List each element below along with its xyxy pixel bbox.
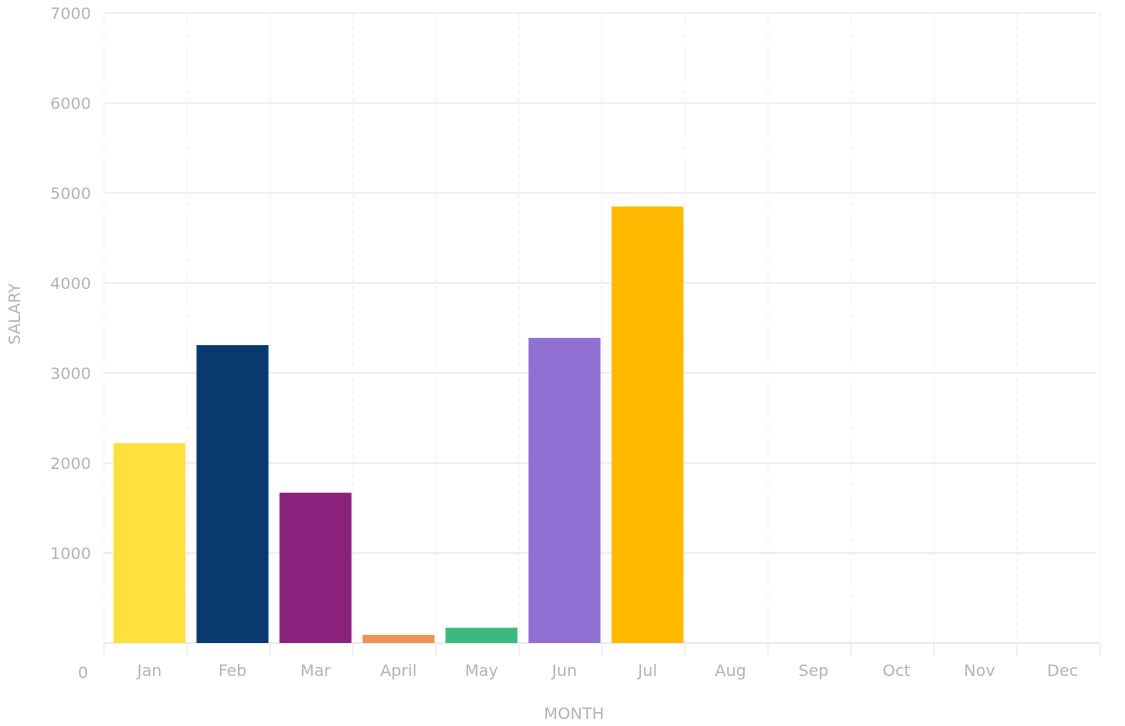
y-tick-label: 2000 [50, 454, 91, 473]
y-axis-ticks: 0 1000 2000 3000 4000 5000 6000 7000 [50, 4, 91, 682]
bars [113, 206, 684, 643]
y-tick-label: 3000 [50, 364, 91, 383]
x-tick-label: May [465, 661, 498, 680]
y-axis-title: SALARY [5, 283, 24, 345]
y-tick-label: 4000 [50, 274, 91, 293]
y-tick-label: 7000 [50, 4, 91, 23]
y-tick-label: 1000 [50, 544, 91, 563]
x-tick-label: Sep [798, 661, 828, 680]
x-tick-label: Jul [637, 661, 657, 680]
bar-mar [279, 492, 352, 643]
grid [103, 12, 1101, 656]
bar-jan [113, 443, 186, 643]
x-tick-label: Dec [1047, 661, 1078, 680]
x-axis-title: MONTH [544, 704, 604, 723]
x-tick-label: Jun [551, 661, 577, 680]
bar-jul [611, 206, 684, 643]
x-tick-label: Aug [715, 661, 746, 680]
bar-jun [528, 337, 601, 643]
x-tick-label: Nov [964, 661, 995, 680]
x-tick-label: Mar [300, 661, 331, 680]
x-tick-label: Jan [136, 661, 162, 680]
x-tick-label: Feb [218, 661, 246, 680]
bar-may [445, 627, 518, 643]
bar-feb [196, 345, 269, 643]
y-tick-label: 6000 [50, 94, 91, 113]
y-tick-label: 0 [78, 663, 88, 682]
x-tick-label: Oct [883, 661, 911, 680]
x-tick-label: April [380, 661, 417, 680]
bar-april [362, 634, 435, 643]
x-axis-ticks: Jan Feb Mar April May Jun Jul Aug Sep Oct Nov Dec [136, 661, 1078, 680]
y-tick-label: 5000 [50, 184, 91, 203]
